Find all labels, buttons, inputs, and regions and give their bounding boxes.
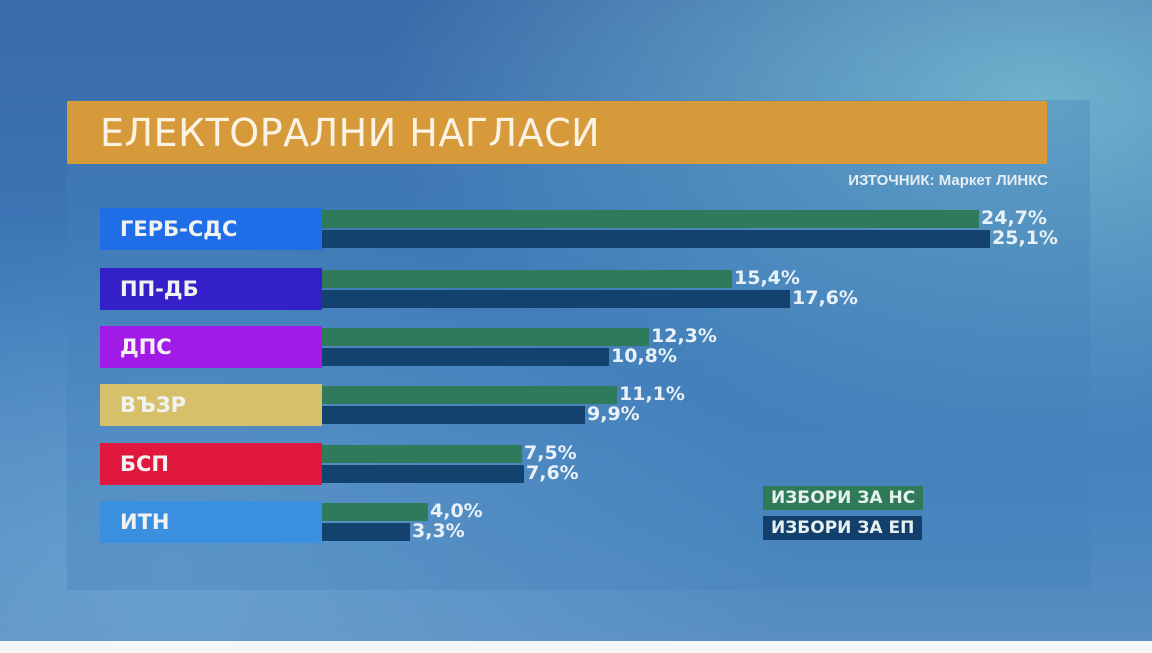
value-label-ep: 25,1%	[992, 227, 1058, 249]
party-name: ИТН	[120, 510, 170, 534]
value-label-ns: 7,5%	[524, 442, 577, 464]
party-label: БСП	[100, 443, 322, 485]
bar-ns	[322, 328, 649, 346]
bar-ns	[322, 503, 428, 521]
value-label-ns: 11,1%	[619, 383, 685, 405]
bar-ep	[322, 348, 609, 366]
party-name: ДПС	[120, 335, 172, 359]
chart-title: ЕЛЕКТОРАЛНИ НАГЛАСИ	[100, 110, 601, 155]
legend-ep: ИЗБОРИ ЗА ЕП	[763, 516, 923, 540]
bar-ep	[322, 465, 524, 483]
party-label: ИТН	[100, 501, 322, 543]
source-label: ИЗТОЧНИК: Маркет ЛИНКС	[848, 172, 1048, 189]
value-label-ns: 24,7%	[981, 207, 1047, 229]
value-label-ep: 3,3%	[412, 520, 465, 542]
value-label-ns: 15,4%	[734, 267, 800, 289]
value-label-ep: 10,8%	[611, 345, 677, 367]
bar-ep	[322, 230, 990, 248]
bar-ep	[322, 523, 410, 541]
bar-ep	[322, 406, 585, 424]
party-name: ВЪЗР	[120, 393, 187, 417]
value-label-ns: 4,0%	[430, 500, 483, 522]
bar-ep	[322, 290, 790, 308]
party-name: БСП	[120, 452, 169, 476]
bar-ns	[322, 210, 979, 228]
bottom-strip	[0, 641, 1152, 653]
party-label: ГЕРБ-СДС	[100, 208, 322, 250]
title-bar: ЕЛЕКТОРАЛНИ НАГЛАСИ	[67, 101, 1047, 164]
bar-ns	[322, 445, 522, 463]
legend-ns: ИЗБОРИ ЗА НС	[763, 486, 924, 510]
party-name: ГЕРБ-СДС	[120, 217, 238, 241]
party-label: ПП-ДБ	[100, 268, 322, 310]
bar-ns	[322, 386, 617, 404]
party-name: ПП-ДБ	[120, 277, 199, 301]
party-label: ДПС	[100, 326, 322, 368]
bar-ns	[322, 270, 732, 288]
value-label-ep: 9,9%	[587, 403, 640, 425]
value-label-ep: 7,6%	[526, 462, 579, 484]
party-label: ВЪЗР	[100, 384, 322, 426]
value-label-ep: 17,6%	[792, 287, 858, 309]
value-label-ns: 12,3%	[651, 325, 717, 347]
